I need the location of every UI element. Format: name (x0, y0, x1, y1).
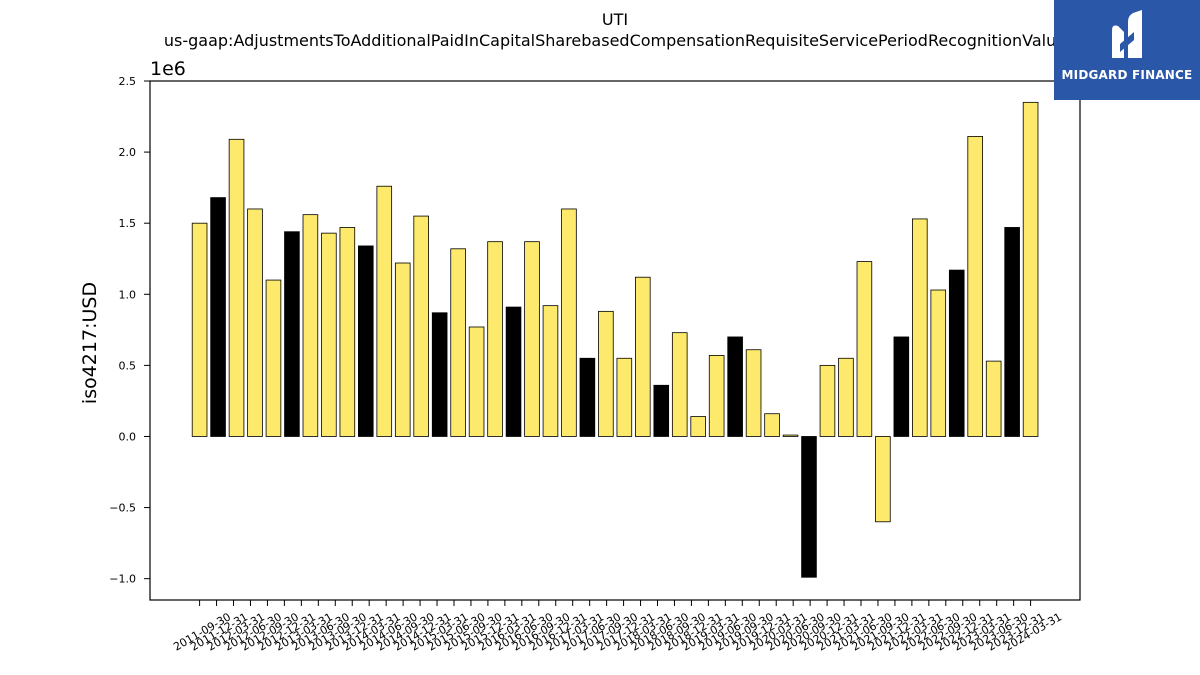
bar (339, 227, 356, 437)
bar (1004, 227, 1020, 437)
y-offset-text: 1e6 (150, 58, 186, 80)
bars-group (191, 101, 1039, 578)
bar (671, 332, 688, 437)
bar (1022, 101, 1039, 437)
bar (764, 413, 780, 437)
bar (930, 289, 947, 437)
bar (431, 312, 448, 437)
y-tick-label: 2.0 (119, 146, 137, 159)
y-tick-label: −1.0 (109, 573, 136, 586)
bar (985, 360, 1002, 437)
bar (505, 306, 522, 437)
bar (801, 436, 817, 578)
bar (265, 279, 282, 437)
midgard-finance-logo-icon (1112, 10, 1142, 58)
chart-subtitle: us-gaap:AdjustmentsToAdditionalPaidInCap… (164, 31, 1066, 50)
bar (598, 310, 614, 437)
y-axis-label: iso4217:USD (79, 282, 101, 404)
bar (635, 276, 651, 437)
bar (948, 269, 965, 437)
bar (893, 336, 910, 437)
bar (191, 222, 208, 437)
bar (782, 434, 799, 437)
bar (967, 136, 983, 437)
bar (228, 138, 245, 437)
bar (653, 384, 670, 437)
bar (210, 197, 226, 437)
bar (561, 208, 577, 437)
bar (745, 349, 762, 437)
bar (819, 364, 836, 437)
bar (856, 261, 873, 437)
chart-title: UTI (602, 10, 628, 29)
bar (394, 262, 411, 437)
y-tick-label: 1.0 (119, 288, 137, 301)
bar (321, 232, 337, 437)
plot-frame (149, 80, 1081, 601)
y-ticks-group: −1.0 −0.5 0.0 0.5 1.0 1.5 2.0 2.5 (109, 75, 150, 586)
bar (912, 218, 928, 437)
bar (284, 231, 300, 437)
midgard-finance-logo: MIDGARD FINANCE (1054, 0, 1200, 100)
bar (579, 357, 596, 437)
y-tick-label: 1.5 (119, 217, 137, 230)
bar (690, 416, 706, 437)
bar (875, 436, 891, 523)
bar (708, 355, 725, 437)
bar (450, 248, 466, 437)
bar (616, 357, 633, 437)
bar (838, 357, 854, 437)
bar (524, 241, 540, 437)
y-tick-label: 0.0 (119, 430, 137, 443)
y-tick-label: 0.5 (119, 359, 137, 372)
bar (413, 215, 429, 437)
bar (487, 241, 503, 437)
y-tick-label: −0.5 (109, 502, 136, 515)
logo-text: MIDGARD FINANCE (1061, 68, 1193, 82)
bar (247, 208, 263, 437)
bar (302, 214, 319, 437)
x-ticks-group: 2011-09-302011-12-312012-03-312012-06-30… (171, 600, 1064, 654)
y-tick-label: 2.5 (119, 75, 137, 88)
bar (727, 336, 743, 437)
bar (468, 326, 485, 437)
bar (542, 305, 559, 437)
bar (376, 185, 393, 437)
bar (358, 245, 374, 437)
